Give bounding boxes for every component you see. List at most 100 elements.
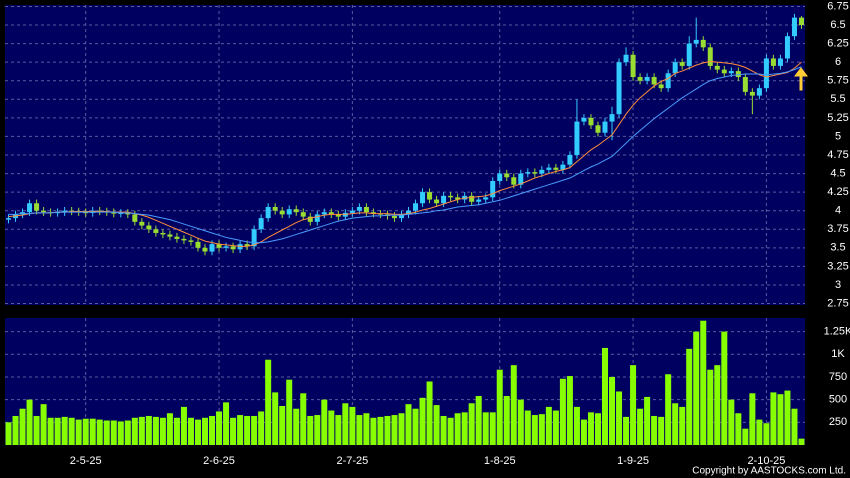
y-tick-label: 6 — [835, 56, 841, 68]
volume-bar — [644, 396, 651, 445]
volume-bar — [12, 415, 19, 445]
volume-bar — [651, 415, 658, 445]
volume-bar — [454, 413, 461, 445]
candle-body — [518, 173, 524, 185]
volume-bar — [398, 413, 405, 445]
candle-body — [251, 229, 257, 247]
volume-bar — [40, 404, 47, 445]
candle-body — [707, 47, 713, 66]
candle-body — [574, 121, 580, 155]
y-tick-label: 4.5 — [830, 167, 845, 179]
y-tick-label: 6.75 — [827, 0, 848, 12]
plot-layer: 2.75 3 3.25 3.5 3.75 4 4.25 4.5 4.75 5 5.25 5.5 5.75… — [5, 0, 850, 467]
volume-bar — [616, 391, 623, 445]
volume-bar — [293, 408, 300, 445]
volume-bar — [630, 365, 637, 445]
candle-body — [511, 177, 517, 185]
volume-bar — [412, 408, 419, 445]
volume-bar — [89, 418, 96, 445]
volume-bar — [244, 415, 251, 445]
volume-bar — [54, 417, 61, 445]
volume-bar — [159, 417, 166, 445]
candle-body — [167, 234, 173, 237]
candle-body — [118, 212, 124, 214]
volume-bar — [594, 413, 601, 445]
candle-body — [146, 225, 152, 230]
volume-bar — [496, 369, 503, 445]
volume-bar — [26, 399, 33, 445]
volume-bar — [728, 399, 735, 445]
y-tick-label: 6.25 — [827, 38, 848, 50]
volume-bar — [356, 415, 363, 445]
volume-bar — [573, 406, 580, 445]
volume-bar — [279, 405, 286, 445]
candle-body — [356, 206, 362, 211]
candle-body — [763, 58, 769, 89]
volume-bar — [756, 419, 763, 445]
candle-body — [377, 213, 383, 215]
volume-bar — [75, 419, 82, 445]
volume-bar — [202, 417, 208, 445]
volume-bar — [33, 415, 40, 445]
candle-body — [546, 167, 552, 170]
candle-body — [749, 91, 755, 96]
candle-body — [777, 58, 783, 66]
volume-bar — [131, 417, 138, 445]
x-tick-label: 2-6-25 — [203, 455, 235, 467]
candle-body — [202, 247, 208, 252]
candle-body — [455, 197, 461, 200]
candle-body — [644, 77, 650, 81]
candle-body — [581, 117, 587, 122]
volume-bar — [223, 402, 230, 445]
candle-body — [434, 199, 440, 204]
volume-bar — [237, 415, 244, 445]
candle-body — [139, 221, 145, 226]
volume-panel — [5, 318, 805, 445]
volume-bar — [672, 403, 679, 445]
y-tick-label: 500 — [829, 394, 847, 406]
y-tick-label: 4.75 — [827, 149, 848, 161]
candle-body — [665, 73, 671, 89]
candle-body — [321, 212, 327, 215]
volume-bar — [216, 411, 223, 445]
y-tick-label: 3.25 — [827, 260, 848, 272]
volume-bar — [258, 411, 265, 445]
volume-bar — [47, 417, 54, 445]
volume-bar — [531, 415, 538, 445]
volume-bar — [117, 421, 124, 445]
volume-bar — [552, 410, 559, 445]
volume-bar — [440, 415, 447, 445]
volume-bar — [798, 438, 805, 445]
volume-bar — [602, 347, 608, 445]
y-tick-label: 5.25 — [827, 112, 848, 124]
volume-bar — [166, 413, 173, 445]
candle-body — [609, 114, 615, 122]
volume-bar — [475, 396, 482, 445]
volume-bar — [5, 422, 12, 445]
candle-body — [153, 229, 159, 233]
volume-bar — [461, 412, 468, 445]
y-tick-label: 4.25 — [827, 186, 848, 198]
candle-body — [693, 39, 699, 44]
candle-body — [349, 210, 355, 213]
volume-bar — [777, 394, 784, 445]
candle-body — [279, 210, 285, 215]
volume-bar — [405, 404, 412, 445]
candle-body — [742, 77, 748, 92]
candle-body — [272, 206, 278, 211]
y-tick-label: 4 — [835, 205, 841, 217]
candle-body — [307, 216, 313, 222]
volume-bar — [770, 392, 777, 445]
candle-body — [41, 210, 47, 213]
volume-bar — [426, 381, 433, 445]
candle-body — [188, 240, 194, 242]
candle-body — [293, 209, 299, 213]
volume-bar — [510, 365, 517, 445]
candle-body — [770, 58, 776, 66]
candle-body — [244, 244, 250, 247]
candle-body — [335, 214, 341, 217]
candle-body — [391, 215, 397, 219]
candle-body — [328, 212, 334, 215]
y-tick-label: 1K — [831, 348, 845, 360]
candle-body — [756, 88, 762, 96]
